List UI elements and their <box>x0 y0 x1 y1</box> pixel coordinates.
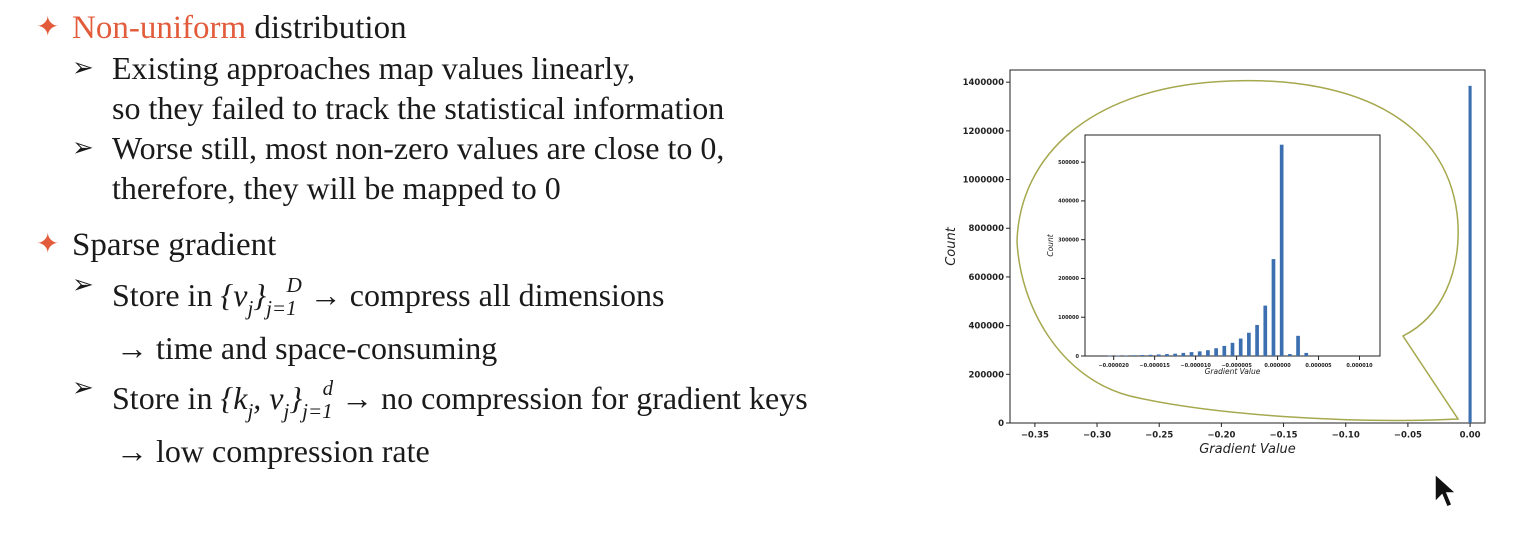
main-y-axis-label: Count <box>944 226 959 266</box>
inset-y-tick-label: 500000 <box>1058 160 1079 166</box>
inset-bar <box>1263 305 1268 356</box>
inset-x-tick-label: 0.000010 <box>1346 363 1373 369</box>
four-point-star-icon: ✦ <box>36 12 60 43</box>
main-x-tick-label: 0.00 <box>1460 431 1481 441</box>
bullet-text: Sparse gradient <box>72 227 277 263</box>
inset-bar <box>1214 348 1218 356</box>
slide-bullets: ✦ Non-uniform distribution ➢ Existing ap… <box>36 8 966 471</box>
inset-y-tick-label: 0 <box>1076 354 1080 360</box>
main-x-tick-label: −0.35 <box>1021 431 1049 441</box>
main-x-tick-label: −0.05 <box>1394 431 1422 441</box>
sub-bullet-continuation: therefore, they will be mapped to 0 <box>112 170 561 206</box>
inset-x-tick-label: 0.000000 <box>1264 363 1291 369</box>
main-x-tick-label: −0.15 <box>1270 431 1298 441</box>
math-set: {vj}j=1D <box>220 273 302 320</box>
inset-bar <box>1148 354 1153 356</box>
four-point-star-icon: ✦ <box>36 229 60 260</box>
inset-bar <box>1279 144 1284 356</box>
callout-bubble <box>1016 79 1460 422</box>
main-y-tick-label: 0 <box>998 419 1004 429</box>
sub-bullet-continuation: so they failed to track the statistical … <box>112 90 725 126</box>
main-x-tick-label: −0.30 <box>1083 431 1111 441</box>
main-y-tick-label: 400000 <box>969 322 1005 332</box>
arrowhead-icon: ➢ <box>72 133 94 163</box>
sub-bullet-store-keys-values: ➢ Store in {kj, vj}j=1d → no compression… <box>36 368 966 431</box>
inset-x-tick-label: −0.000005 <box>1221 363 1252 369</box>
inset-frame <box>1084 134 1381 357</box>
inset-bar <box>1271 259 1276 356</box>
inset-bar <box>1156 354 1161 356</box>
main-y-tick-label: 800000 <box>969 224 1005 234</box>
sub-bullet-close-to-zero: ➢ Worse still, most non-zero values are … <box>36 128 966 168</box>
math-set: {kj, vj}j=1d <box>220 376 334 423</box>
sub-bullet-text: Store in <box>112 277 221 313</box>
sub-bullet-result: → compress all dimensions <box>301 277 665 313</box>
inset-bar <box>1238 338 1243 356</box>
inset-y-tick-label: 400000 <box>1058 199 1079 205</box>
bullet-non-uniform: ✦ Non-uniform distribution <box>36 8 966 48</box>
bullet-accent-text: Non-uniform <box>72 10 247 46</box>
inset-y-tick-label: 200000 <box>1058 276 1079 282</box>
arrowhead-icon: ➢ <box>72 373 94 403</box>
inset-bar <box>1140 355 1145 356</box>
inset-x-axis-label: Gradient Value <box>1205 367 1261 376</box>
inset-bar <box>1206 350 1210 356</box>
inset-bar <box>1247 332 1251 356</box>
bullet-sparse-gradient: ✦ Sparse gradient <box>36 225 966 265</box>
inset-bar <box>1189 352 1194 356</box>
main-bar <box>1468 85 1472 423</box>
inset-y-axis-label: Count <box>1046 233 1055 256</box>
sub-bullet-consequence: → time and space-consuming <box>116 330 498 366</box>
inset-bar <box>1165 354 1169 356</box>
sub-bullet-text: Existing approaches map values linearly, <box>112 50 636 86</box>
inset-bar <box>1115 355 1120 357</box>
inset-x-tick-label: −0.000015 <box>1139 363 1170 369</box>
main-y-tick-label: 600000 <box>969 273 1005 283</box>
inset-x-tick-label: −0.000010 <box>1180 363 1211 369</box>
sub-bullet-consequence: → low compression rate <box>116 433 430 469</box>
inset-bar <box>1304 352 1309 356</box>
mouse-pointer-icon <box>1434 472 1458 508</box>
inset-bar <box>1124 355 1128 357</box>
inset-bar <box>1288 354 1292 356</box>
inset-y-tick-label: 100000 <box>1058 315 1079 321</box>
main-x-tick-label: −0.25 <box>1145 431 1173 441</box>
inset-bar <box>1107 355 1112 357</box>
inset-bar <box>1255 324 1259 356</box>
inset-plot: 0 100000 200000 300000 400000 500000 −0.000020… <box>1046 134 1381 376</box>
inset-x-tick-label: −0.000020 <box>1098 363 1129 369</box>
main-x-tick-label: −0.20 <box>1207 431 1235 441</box>
main-y-tick-label: 1200000 <box>963 127 1004 137</box>
main-y-tick-label: 1400000 <box>963 78 1004 88</box>
sub-bullet-linear-mapping: ➢ Existing approaches map values linearl… <box>36 48 966 88</box>
arrowhead-icon: ➢ <box>72 270 94 300</box>
main-x-tick-label: −0.10 <box>1332 431 1360 441</box>
sub-bullet-store-values: ➢ Store in {vj}j=1D → compress all dimen… <box>36 265 966 328</box>
inset-bar <box>1181 352 1186 356</box>
inset-bar <box>1296 335 1300 356</box>
inset-bar <box>1230 342 1235 356</box>
inset-bar <box>1222 345 1227 356</box>
main-y-tick-label: 1000000 <box>963 176 1004 186</box>
sub-bullet-text: Worse still, most non-zero values are cl… <box>112 130 725 166</box>
sub-bullet-result: → no compression for gradient keys <box>333 380 808 416</box>
inset-y-tick-label: 300000 <box>1058 237 1079 243</box>
main-y-tick-label: 200000 <box>969 370 1005 380</box>
inset-bar <box>1197 351 1202 356</box>
inset-bar <box>1132 355 1137 356</box>
inset-x-tick-label: 0.000005 <box>1305 363 1332 369</box>
sub-bullet-text: Store in <box>112 380 221 416</box>
arrowhead-icon: ➢ <box>72 53 94 83</box>
inset-bar <box>1173 353 1177 356</box>
bullet-text: distribution <box>246 10 407 46</box>
gradient-histogram-chart: 0200000400000600000800000100000012000001… <box>944 69 1486 457</box>
main-x-axis-label: Gradient Value <box>1199 442 1296 457</box>
